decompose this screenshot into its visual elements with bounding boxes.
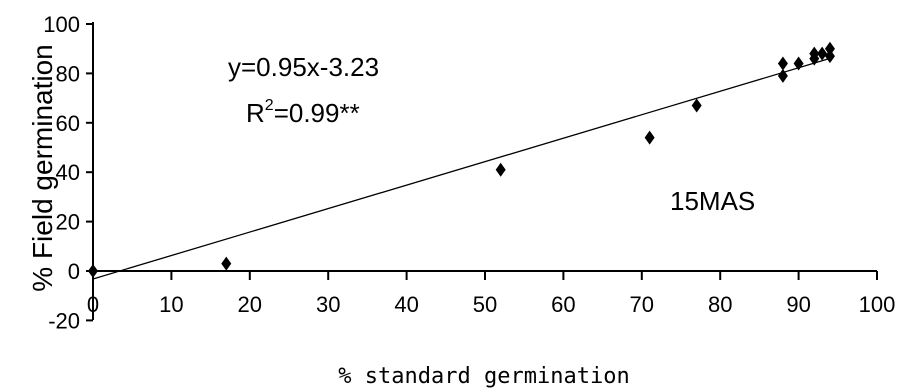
r-squared-letter: R [246, 98, 265, 128]
r-squared-value: =0.99** [274, 98, 360, 128]
data-point [495, 162, 506, 177]
data-point [817, 46, 828, 61]
x-tick-label: 50 [473, 292, 497, 317]
r-squared-exponent: 2 [265, 97, 274, 114]
data-point [793, 56, 804, 71]
trend-line [92, 57, 831, 280]
y-tick-label: 20 [56, 210, 80, 235]
data-point [777, 68, 788, 83]
data-point [824, 49, 835, 64]
x-axis-label: % standard germination [338, 364, 629, 389]
y-tick-label: -20 [48, 308, 80, 333]
data-point [88, 264, 98, 278]
x-tick-label: 20 [238, 292, 262, 317]
data-point [644, 130, 655, 145]
r-squared: R2=0.99** [246, 97, 360, 128]
x-tick-label: 100 [859, 292, 896, 317]
x-tick-label: 70 [630, 292, 654, 317]
data-point [691, 98, 702, 113]
x-tick-label: 60 [551, 292, 575, 317]
y-tick-label: 60 [56, 111, 80, 136]
y-tick-label: 40 [56, 160, 80, 185]
data-points [88, 41, 835, 278]
regression-equation: y=0.95x-3.23 [228, 52, 379, 82]
x-tick-label: 30 [316, 292, 340, 317]
y-tick-label: 80 [56, 61, 80, 86]
x-ticks: 0 10 20 30 40 50 60 70 80 90 100 [87, 271, 895, 317]
x-tick-label: 0 [87, 292, 99, 317]
y-tick-label: 0 [68, 259, 80, 284]
y-tick-label: 100 [43, 12, 80, 37]
data-point [777, 56, 788, 71]
x-tick-label: 40 [394, 292, 418, 317]
data-point [809, 46, 820, 61]
data-point [221, 256, 232, 271]
y-axis-label: % Field germination [27, 44, 58, 291]
x-tick-label: 10 [159, 292, 183, 317]
x-tick-label: 80 [708, 292, 732, 317]
y-ticks: -20 0 20 40 60 80 100 [43, 12, 93, 333]
data-point [824, 41, 835, 56]
x-tick-label: 90 [786, 292, 810, 317]
series-label: 15MAS [670, 186, 755, 216]
